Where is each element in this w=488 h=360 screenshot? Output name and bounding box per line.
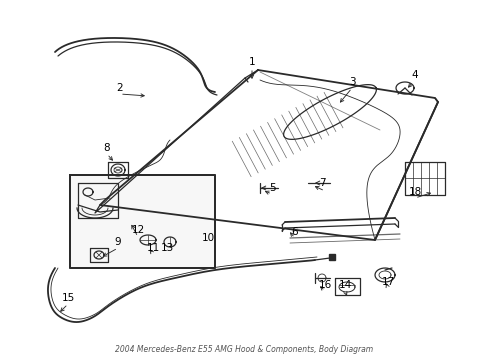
Text: 2004 Mercedes-Benz E55 AMG Hood & Components, Body Diagram: 2004 Mercedes-Benz E55 AMG Hood & Compon… <box>115 346 373 355</box>
Text: 9: 9 <box>115 237 121 247</box>
Text: 2: 2 <box>117 83 123 93</box>
Text: 16: 16 <box>318 280 331 290</box>
Text: 17: 17 <box>381 277 394 287</box>
Text: 12: 12 <box>131 225 144 235</box>
Text: 6: 6 <box>291 227 298 237</box>
Text: 18: 18 <box>407 187 421 197</box>
Text: 11: 11 <box>146 243 159 253</box>
Text: 8: 8 <box>103 143 110 153</box>
Text: 7: 7 <box>318 178 325 188</box>
Text: 4: 4 <box>411 70 417 80</box>
Text: 3: 3 <box>348 77 355 87</box>
FancyBboxPatch shape <box>70 175 215 268</box>
Text: 10: 10 <box>201 233 214 243</box>
Text: 14: 14 <box>338 280 351 290</box>
Text: 15: 15 <box>61 293 75 303</box>
Text: 1: 1 <box>248 57 255 67</box>
Text: 13: 13 <box>160 243 173 253</box>
Text: 5: 5 <box>268 183 275 193</box>
